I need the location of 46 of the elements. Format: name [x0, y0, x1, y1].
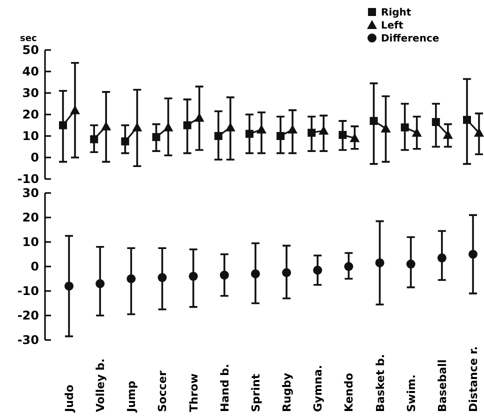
- x-tick-label: Baseball: [436, 359, 449, 412]
- y-tick-label: -30: [17, 333, 39, 348]
- point: [250, 269, 260, 278]
- y-tick-label: 0: [30, 260, 39, 274]
- y-tick-label: 20: [22, 108, 39, 122]
- point: [437, 253, 446, 262]
- y-tick-label: 30: [22, 86, 39, 100]
- y-tick-label: 0: [30, 150, 39, 165]
- y-tick-label: -20: [17, 308, 39, 323]
- x-tick-label: Distance r.: [467, 346, 480, 412]
- point: [188, 272, 198, 281]
- point: [468, 250, 478, 259]
- y-axis-title: sec: [20, 34, 37, 44]
- point: [406, 260, 416, 269]
- y-tick-label: 20: [22, 210, 39, 225]
- point: [126, 274, 136, 284]
- x-tick-label: Kendo: [342, 372, 356, 412]
- y-tick-label: -10: [17, 172, 39, 186]
- point: [96, 279, 105, 288]
- point: [313, 266, 322, 275]
- x-tick-label: Throw: [187, 374, 200, 412]
- point: [64, 282, 74, 291]
- x-tick-label: Judo: [63, 384, 76, 413]
- point: [158, 273, 167, 282]
- x-tick-label: Hand b.: [218, 364, 232, 412]
- y-tick-label: 50: [22, 43, 39, 58]
- y-tick-label: 10: [22, 129, 39, 144]
- point: [220, 270, 229, 280]
- x-tick-label: Rugby: [280, 372, 294, 412]
- y-tick-label: 10: [22, 235, 39, 250]
- x-tick-label: Soccer: [156, 370, 170, 412]
- point: [282, 268, 292, 278]
- y-tick-label: -10: [17, 284, 39, 298]
- legend-label: Left: [381, 20, 404, 32]
- legend-label: Right: [381, 8, 412, 18]
- x-tick-label: Swim.: [404, 374, 418, 412]
- point: [344, 262, 354, 271]
- x-tick-label: Sprint: [249, 374, 262, 412]
- point: [375, 258, 384, 268]
- x-tick-label: Gymna.: [312, 364, 325, 412]
- y-tick-label: 40: [22, 64, 39, 79]
- x-tick-label: Basket b.: [374, 354, 387, 412]
- x-tick-label: Volley b.: [94, 358, 108, 412]
- y-tick-label: 30: [22, 186, 39, 200]
- legend-label: Difference: [381, 34, 440, 44]
- x-tick-label: Jump: [125, 380, 138, 413]
